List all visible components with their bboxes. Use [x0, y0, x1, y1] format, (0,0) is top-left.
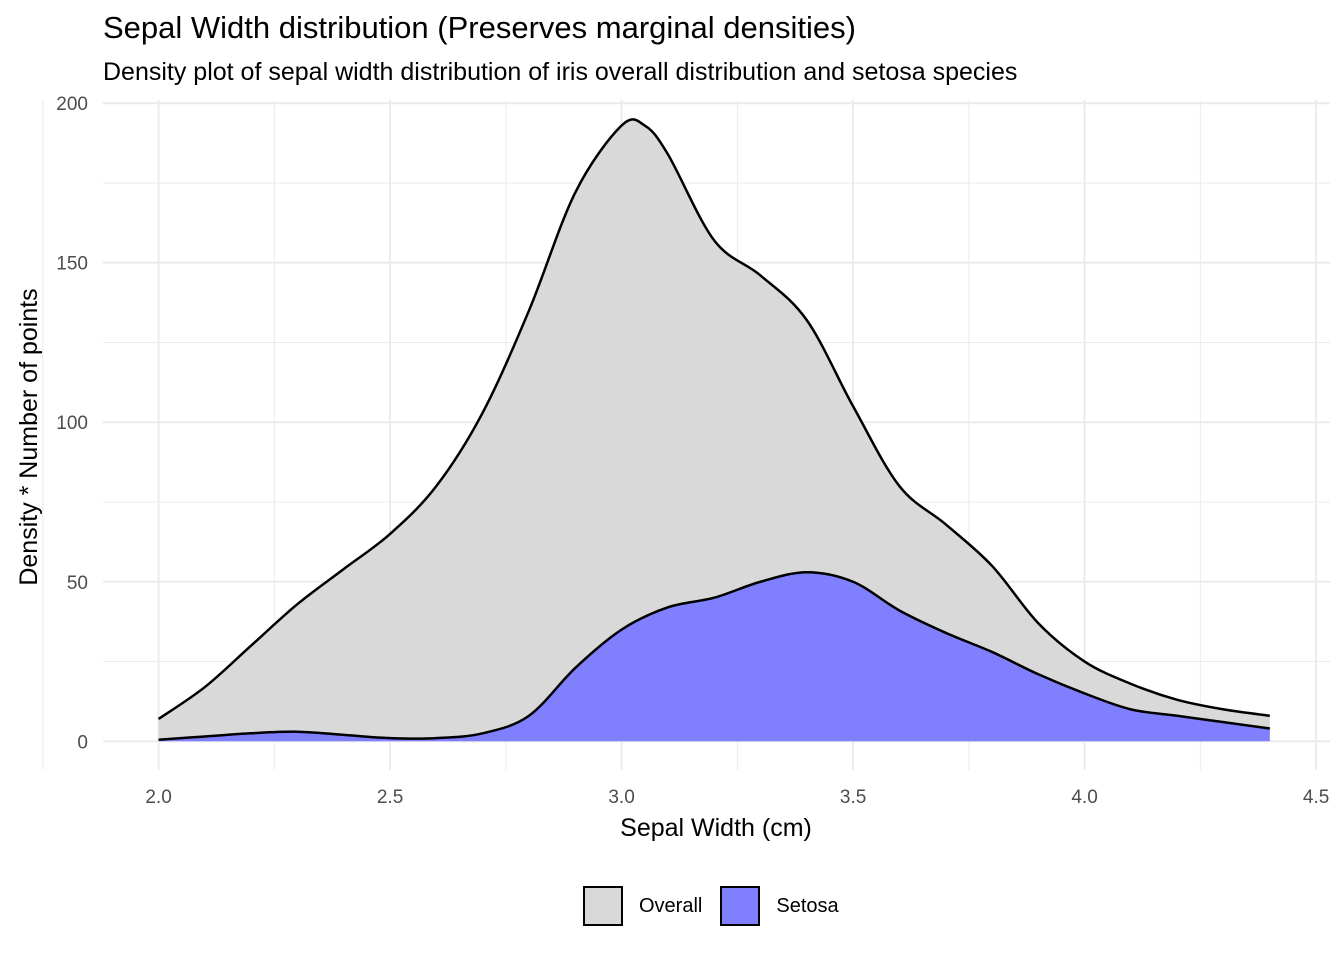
- y-axis-label: Density * Number of points: [15, 288, 43, 585]
- x-tick-label: 4.5: [1303, 787, 1329, 808]
- legend-label-setosa: Setosa: [776, 894, 839, 917]
- chart-subtitle: Density plot of sepal width distribution…: [103, 58, 1018, 86]
- area-setosa: [158, 572, 1270, 742]
- legend-label-overall: Overall: [639, 894, 703, 917]
- legend-swatch-overall: [583, 886, 623, 926]
- y-axis-ticks: 0 50 100 150 200: [56, 94, 88, 753]
- x-tick-label: 3.5: [840, 787, 866, 808]
- legend: Overall Setosa: [583, 886, 857, 926]
- density-areas: [157, 118, 1270, 742]
- y-tick-label: 200: [56, 94, 88, 115]
- area-overall: [158, 119, 1270, 742]
- x-axis-label: Sepal Width (cm): [620, 814, 812, 842]
- x-axis-ticks: 2.0 2.5 3.0 3.5 4.0 4.5: [145, 787, 1329, 808]
- x-tick-label: 2.5: [377, 787, 403, 808]
- chart-title: Sepal Width distribution (Preserves marg…: [103, 10, 856, 45]
- x-tick-label: 3.0: [608, 787, 634, 808]
- legend-item-overall: Overall: [583, 886, 702, 926]
- x-tick-label: 2.0: [145, 787, 171, 808]
- y-tick-label: 100: [56, 413, 88, 434]
- y-tick-label: 0: [77, 732, 88, 753]
- y-tick-label: 50: [67, 573, 88, 594]
- legend-swatch-setosa: [720, 886, 761, 926]
- density-line-overall: [157, 118, 1270, 720]
- x-tick-label: 4.0: [1071, 787, 1097, 808]
- legend-item-setosa: Setosa: [720, 886, 839, 926]
- density-line-setosa: [158, 570, 1270, 741]
- y-tick-label: 150: [56, 254, 88, 275]
